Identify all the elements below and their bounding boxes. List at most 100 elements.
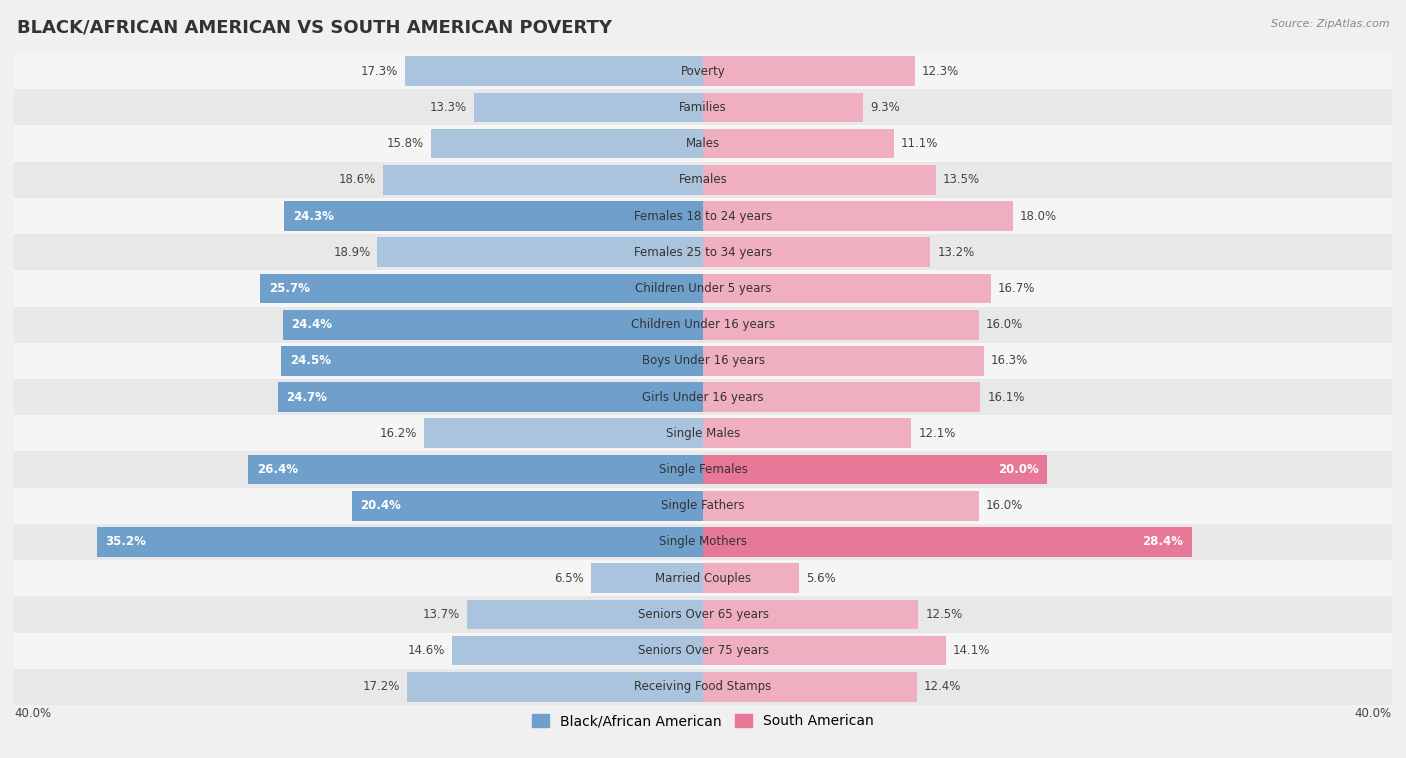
Bar (14, 669, 1392, 705)
Bar (703, 310, 979, 340)
Bar (703, 418, 911, 448)
Bar (14, 415, 1392, 452)
Text: Seniors Over 75 years: Seniors Over 75 years (637, 644, 769, 657)
Text: 12.4%: 12.4% (924, 681, 960, 694)
Bar (703, 600, 918, 629)
Text: 13.2%: 13.2% (938, 246, 974, 258)
Bar (591, 563, 703, 593)
Text: 16.2%: 16.2% (380, 427, 418, 440)
Bar (281, 346, 703, 376)
Bar (14, 487, 1392, 524)
Text: 11.1%: 11.1% (901, 137, 938, 150)
Bar (260, 274, 703, 303)
Bar (451, 636, 703, 666)
Text: 16.1%: 16.1% (987, 390, 1025, 403)
Text: Married Couples: Married Couples (655, 572, 751, 584)
Text: Single Females: Single Females (658, 463, 748, 476)
Bar (703, 56, 915, 86)
Text: Single Mothers: Single Mothers (659, 535, 747, 549)
Bar (14, 343, 1392, 379)
Bar (467, 600, 703, 629)
Text: 20.0%: 20.0% (998, 463, 1039, 476)
Text: Males: Males (686, 137, 720, 150)
Text: BLACK/AFRICAN AMERICAN VS SOUTH AMERICAN POVERTY: BLACK/AFRICAN AMERICAN VS SOUTH AMERICAN… (17, 19, 612, 37)
Bar (97, 527, 703, 557)
Text: 5.6%: 5.6% (807, 572, 837, 584)
Text: 12.1%: 12.1% (918, 427, 956, 440)
Text: 25.7%: 25.7% (269, 282, 309, 295)
Bar (703, 237, 931, 267)
Text: 18.6%: 18.6% (339, 174, 375, 186)
Bar (430, 129, 703, 158)
Text: 28.4%: 28.4% (1143, 535, 1184, 549)
Bar (703, 382, 980, 412)
Text: Girls Under 16 years: Girls Under 16 years (643, 390, 763, 403)
Text: 16.3%: 16.3% (991, 355, 1028, 368)
Bar (425, 418, 703, 448)
Text: 35.2%: 35.2% (105, 535, 146, 549)
Bar (14, 89, 1392, 126)
Bar (249, 455, 703, 484)
Text: Single Fathers: Single Fathers (661, 500, 745, 512)
Text: Families: Families (679, 101, 727, 114)
Text: 40.0%: 40.0% (14, 706, 51, 720)
Text: Females 18 to 24 years: Females 18 to 24 years (634, 209, 772, 223)
Text: Females: Females (679, 174, 727, 186)
Bar (703, 455, 1047, 484)
Text: 12.5%: 12.5% (925, 608, 963, 621)
Bar (382, 165, 703, 195)
Text: 12.3%: 12.3% (922, 64, 959, 77)
Bar (14, 560, 1392, 597)
Bar (703, 92, 863, 122)
Bar (377, 237, 703, 267)
Text: 13.7%: 13.7% (423, 608, 460, 621)
Bar (703, 636, 946, 666)
Text: 17.3%: 17.3% (361, 64, 398, 77)
Text: 24.7%: 24.7% (287, 390, 328, 403)
Bar (703, 672, 917, 702)
Bar (14, 126, 1392, 161)
Bar (284, 201, 703, 231)
Bar (703, 165, 935, 195)
Text: 16.7%: 16.7% (997, 282, 1035, 295)
Bar (405, 56, 703, 86)
Bar (14, 452, 1392, 487)
Text: 17.2%: 17.2% (363, 681, 399, 694)
Bar (703, 274, 991, 303)
Text: 16.0%: 16.0% (986, 500, 1022, 512)
Text: Single Males: Single Males (666, 427, 740, 440)
Bar (703, 201, 1012, 231)
Bar (703, 491, 979, 521)
Text: 16.0%: 16.0% (986, 318, 1022, 331)
Text: Receiving Food Stamps: Receiving Food Stamps (634, 681, 772, 694)
Bar (14, 198, 1392, 234)
Bar (703, 527, 1192, 557)
Bar (14, 306, 1392, 343)
Text: 13.3%: 13.3% (430, 101, 467, 114)
Legend: Black/African American, South American: Black/African American, South American (526, 709, 880, 734)
Text: 18.0%: 18.0% (1019, 209, 1057, 223)
Bar (406, 672, 703, 702)
Text: 20.4%: 20.4% (360, 500, 401, 512)
Bar (703, 129, 894, 158)
Text: 40.0%: 40.0% (1355, 706, 1392, 720)
Text: 9.3%: 9.3% (870, 101, 900, 114)
Text: Seniors Over 65 years: Seniors Over 65 years (637, 608, 769, 621)
Bar (14, 161, 1392, 198)
Bar (14, 234, 1392, 271)
Bar (14, 53, 1392, 89)
Text: 14.1%: 14.1% (953, 644, 990, 657)
Bar (703, 563, 800, 593)
Text: 18.9%: 18.9% (333, 246, 371, 258)
Text: 24.3%: 24.3% (292, 209, 335, 223)
Bar (352, 491, 703, 521)
Bar (703, 346, 984, 376)
Text: Poverty: Poverty (681, 64, 725, 77)
Bar (283, 310, 703, 340)
Bar (14, 379, 1392, 415)
Text: Females 25 to 34 years: Females 25 to 34 years (634, 246, 772, 258)
Text: 14.6%: 14.6% (408, 644, 444, 657)
Text: Children Under 5 years: Children Under 5 years (634, 282, 772, 295)
Bar (14, 597, 1392, 632)
Text: 26.4%: 26.4% (257, 463, 298, 476)
